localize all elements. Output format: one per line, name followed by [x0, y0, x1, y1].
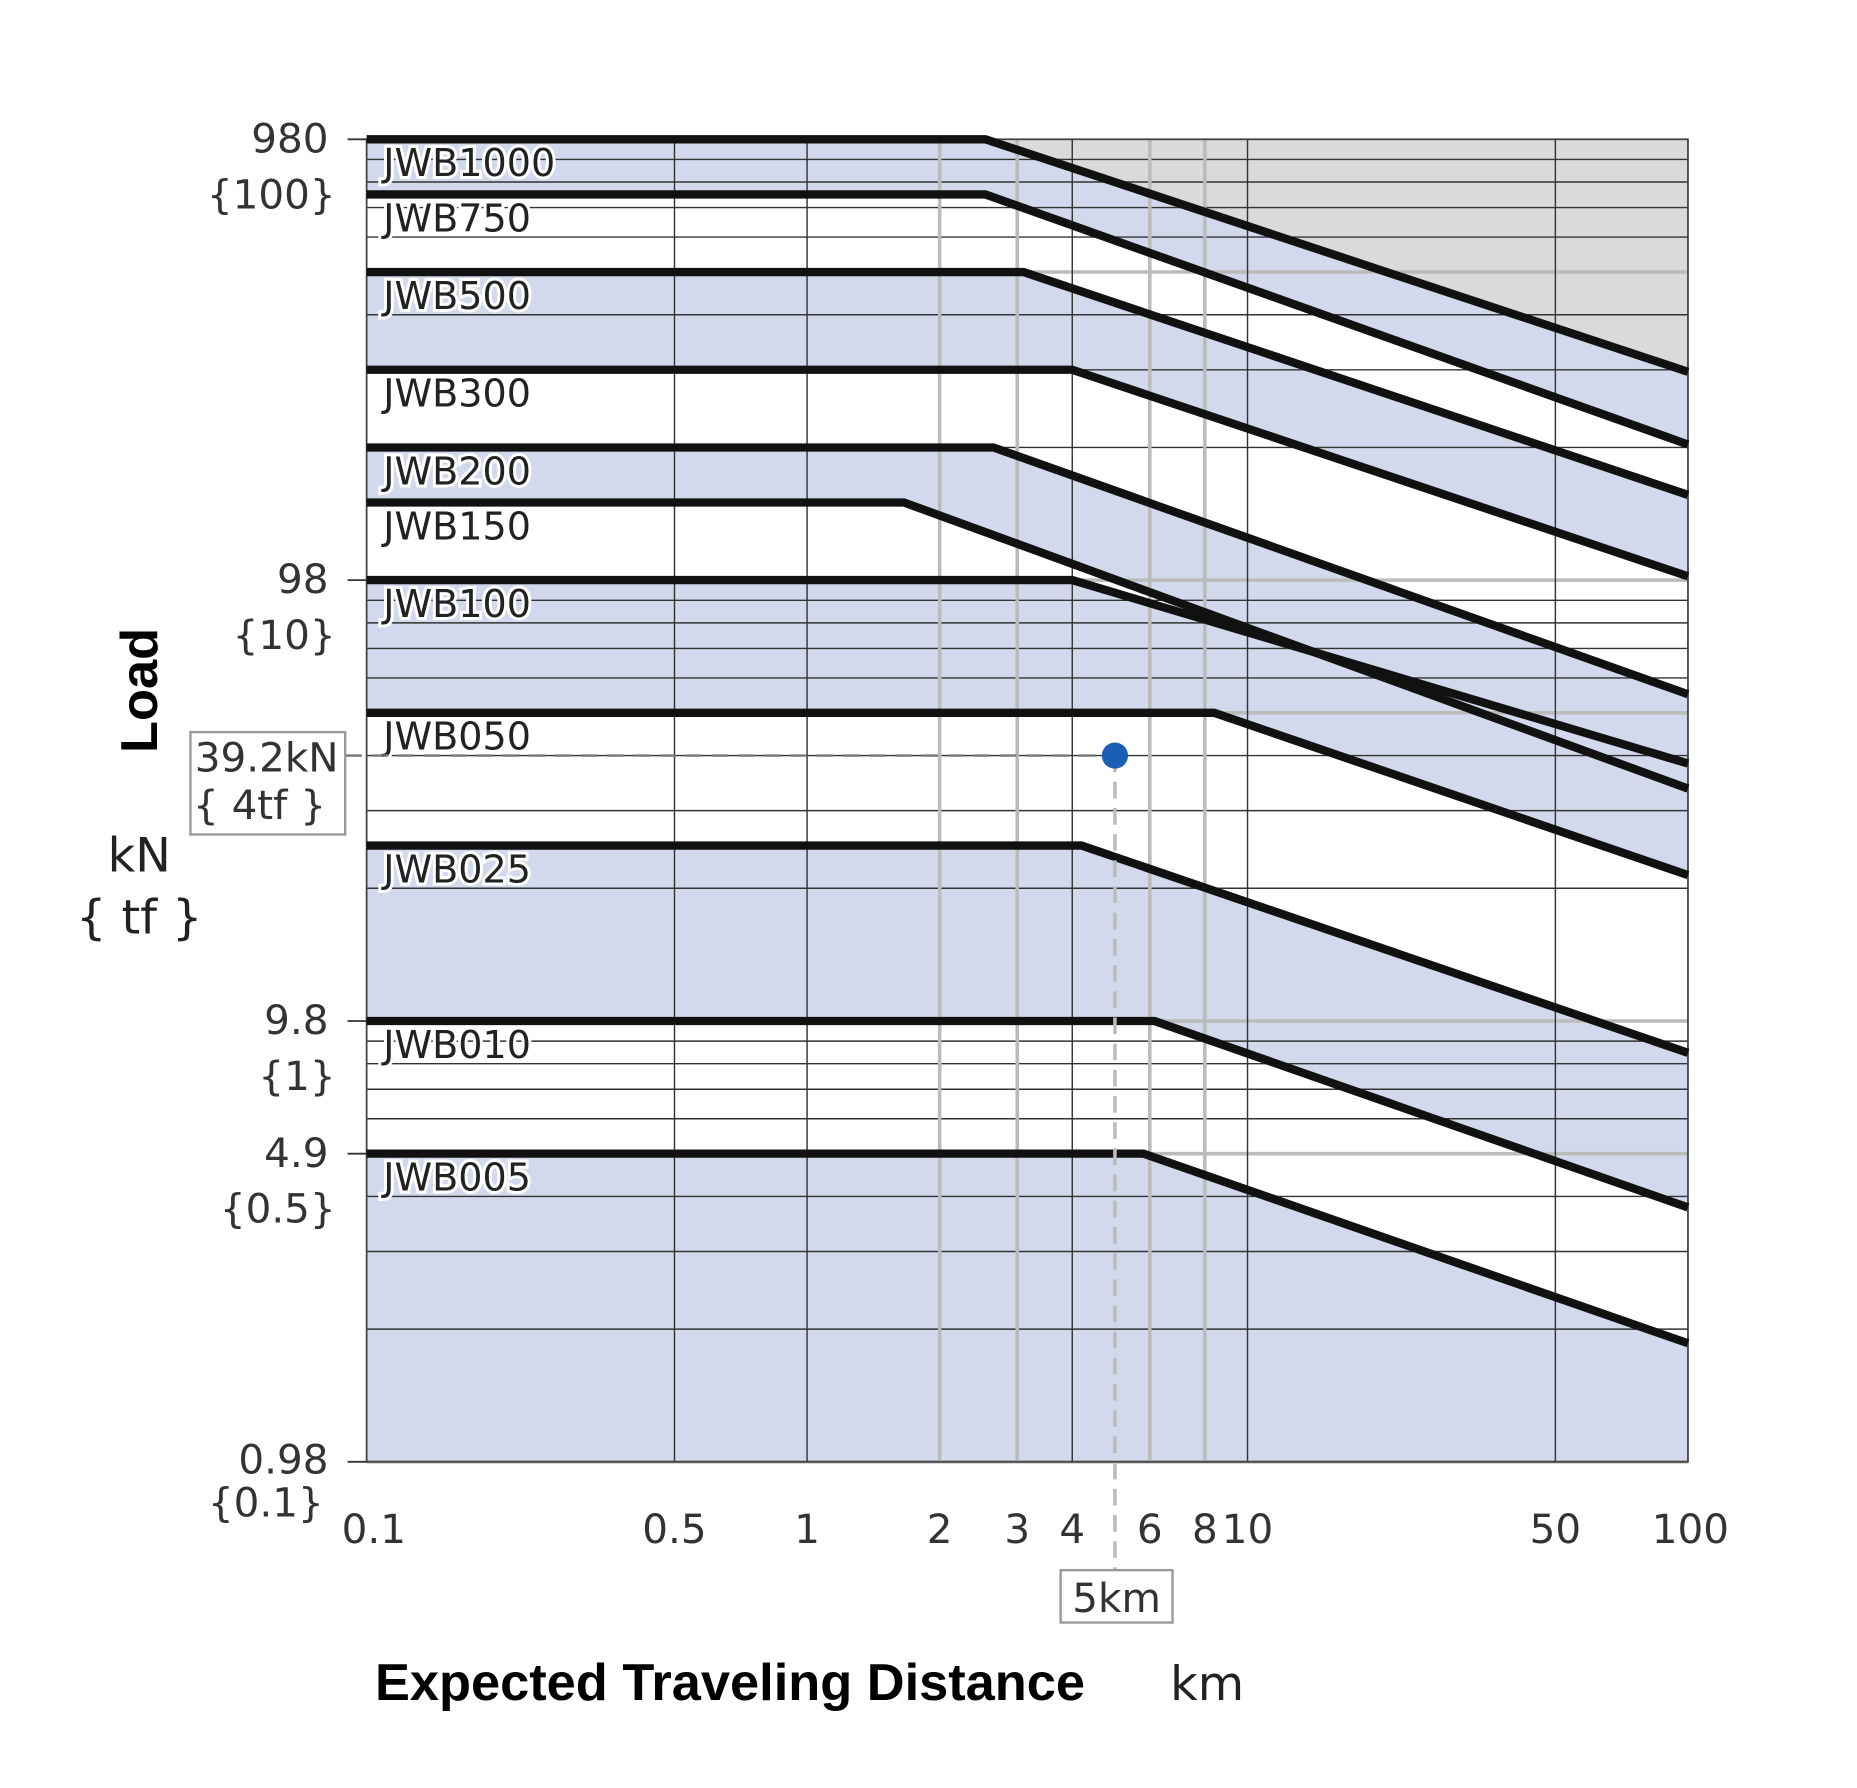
bands: [366, 139, 1688, 1462]
y-axis-unit-alt: { tf }: [76, 890, 202, 945]
band-JWB200: [366, 447, 1688, 789]
y-tick-label-alt: {1}: [258, 1052, 335, 1100]
plot-frame: [365, 138, 1689, 1463]
series-line-JWB100: [366, 575, 1690, 768]
series-line-JWB750: [366, 190, 1690, 449]
x-tick-label: 4: [1059, 1505, 1085, 1553]
x-tick-label: 0.5: [642, 1505, 706, 1553]
band-JWB100: [366, 580, 1688, 876]
x-tick-label: 0.1: [342, 1505, 406, 1553]
axes: 980 {100} 98 {10} 9.8 {1} 4.9 {0.5} 0.98{0.1} 0.1…: [207, 114, 1729, 1552]
series-line-JWB200: [366, 443, 1690, 699]
series-label-JWB500: JWB500: [381, 274, 531, 318]
x-tick-label: 6: [1137, 1505, 1163, 1553]
series-label-JWB300: JWB300: [381, 372, 531, 416]
annotation-y-box: [189, 730, 347, 836]
x-axis-title: Expected Traveling Distance: [375, 1654, 1085, 1712]
band-JWB1000: [366, 139, 1688, 445]
series-line-JWB050: [366, 708, 1690, 880]
x-tick-label: 8: [1192, 1505, 1218, 1553]
series-line-JWB010: [366, 1016, 1690, 1212]
series-label-JWB025: JWB025: [381, 847, 531, 891]
series-labels: JWB1000 JWB750 JWB500 JWB300 JWB200 JWB150 JWB…: [378, 138, 558, 1202]
series-label-JWB1000: JWB1000: [381, 141, 555, 185]
over-capacity-region: [366, 139, 1688, 372]
series-line-JWB150: [366, 498, 1690, 793]
y-axis-unit: kN: [108, 828, 171, 883]
y-tick-label-alt: {0.5}: [220, 1185, 336, 1233]
x-tick-label: 2: [927, 1505, 953, 1553]
annotation: 39.2kN{ 4tf } 5km: [189, 730, 1174, 1624]
annotation-y-label: 39.2kN: [195, 733, 339, 781]
y-tick-label-alt: {10}: [233, 611, 336, 659]
series-label-JWB750: JWB750: [381, 196, 531, 240]
y-tick-label: 980: [251, 114, 328, 162]
series-line-JWB1000: [366, 135, 1690, 376]
series-line-JWB300: [366, 365, 1690, 581]
annotation-x-box: [1059, 1568, 1174, 1624]
annotation-x-label: 5km: [1072, 1574, 1161, 1622]
annotation-point: [1101, 742, 1129, 769]
series-label-JWB010: JWB010: [381, 1023, 531, 1067]
y-axis-title: Load: [111, 628, 169, 753]
x-tick-label: 3: [1004, 1505, 1030, 1553]
y-tick-label: 4.9: [264, 1129, 328, 1177]
y-tick-label: 9.8: [264, 996, 328, 1044]
annotation-y-label-alt: { 4tf }: [193, 781, 326, 829]
y-tick-label: 0.98: [238, 1436, 328, 1484]
y-tick-label-alt: {0.1}: [208, 1479, 324, 1527]
series-line-JWB025: [366, 841, 1690, 1057]
series-line-JWB005: [366, 1149, 1690, 1348]
series-label-JWB050: JWB050: [381, 715, 531, 759]
series-lines: [366, 135, 1690, 1348]
series-label-JWB005: JWB005: [381, 1156, 531, 1200]
y-tick-label-alt: {100}: [207, 170, 336, 218]
series-line-JWB500: [366, 267, 1690, 499]
band-JWB500: [366, 272, 1688, 577]
x-axis-unit: km: [1170, 1657, 1244, 1712]
x-tick-label: 100: [1652, 1505, 1729, 1553]
x-tick-label: 50: [1530, 1505, 1581, 1553]
x-tick-label: 1: [794, 1505, 820, 1553]
series-label-JWB100: JWB100: [381, 582, 531, 626]
series-label-JWB200: JWB200: [381, 449, 531, 493]
series-label-JWB150: JWB150: [381, 504, 531, 548]
y-tick-label: 98: [277, 555, 329, 603]
x-tick-label: 10: [1222, 1505, 1273, 1553]
band-JWB025: [366, 845, 1688, 1208]
